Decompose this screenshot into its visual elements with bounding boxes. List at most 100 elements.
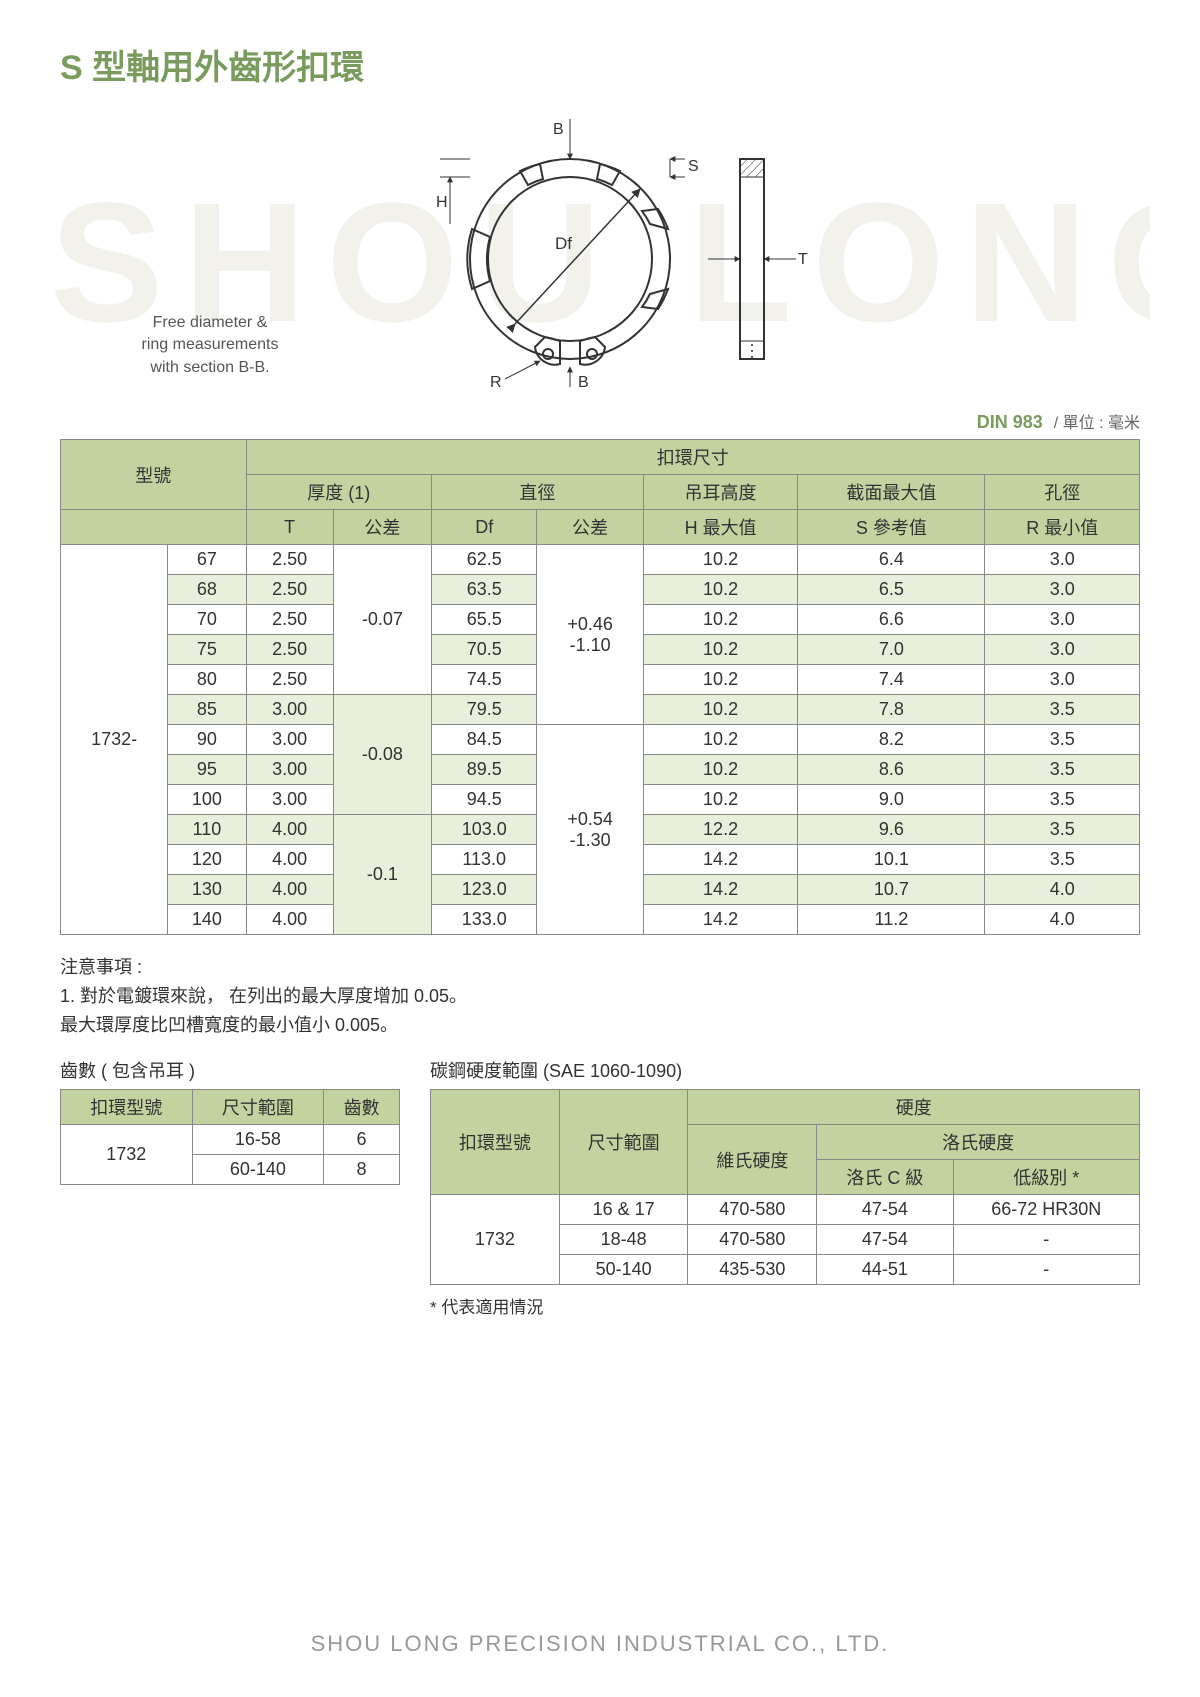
cell: 10.2	[643, 545, 797, 575]
teeth-hdr-count: 齒數	[324, 1090, 400, 1125]
teeth-hdr-range: 尺寸範圍	[192, 1090, 324, 1125]
cell: 70	[168, 605, 246, 635]
unit-label: / 單位 : 毫米	[1054, 415, 1140, 432]
cell: 470-580	[688, 1225, 817, 1255]
cell: 8	[324, 1155, 400, 1185]
hdr-tol1: 公差	[333, 510, 431, 545]
cell: 110	[168, 815, 246, 845]
hdr-hmax: H 最大值	[643, 510, 797, 545]
cell: 100	[168, 785, 246, 815]
din-number: DIN 983	[977, 412, 1043, 432]
din-header: DIN 983 / 單位 : 毫米	[60, 409, 1140, 433]
cell: 85	[168, 695, 246, 725]
cell: 3.5	[985, 785, 1140, 815]
page-title: S 型軸用外齒形扣環	[60, 40, 1140, 89]
cell: 435-530	[688, 1255, 817, 1285]
cell: 2.50	[246, 665, 333, 695]
hdr-model: 型號	[61, 440, 247, 510]
hard-hdr-rockwell: 洛氏硬度	[817, 1125, 1140, 1160]
label-t: T	[798, 251, 808, 268]
hdr-lug: 吊耳高度	[643, 475, 797, 510]
hdr-rmin: R 最小值	[985, 510, 1140, 545]
label-df: Df	[555, 234, 572, 253]
cell: 120	[168, 845, 246, 875]
cell: 10.2	[643, 755, 797, 785]
cell: 3.0	[985, 635, 1140, 665]
cell: 60-140	[192, 1155, 324, 1185]
cell: 10.1	[798, 845, 985, 875]
cell: 95	[168, 755, 246, 785]
cell: 4.00	[246, 875, 333, 905]
cell: 68	[168, 575, 246, 605]
cell: 3.0	[985, 575, 1140, 605]
cell: 4.00	[246, 845, 333, 875]
cell: 65.5	[431, 605, 536, 635]
cell: 7.0	[798, 635, 985, 665]
label-r: R	[490, 374, 502, 389]
cell: 9.6	[798, 815, 985, 845]
cell: 11.2	[798, 905, 985, 935]
cell: -	[953, 1255, 1139, 1285]
cell: 79.5	[431, 695, 536, 725]
cell: 18-48	[559, 1225, 688, 1255]
diagram-caption: Free diameter & ring measurements with s…	[120, 312, 300, 379]
cell: 63.5	[431, 575, 536, 605]
cell: 84.5	[431, 725, 536, 755]
cell: 16-58	[192, 1125, 324, 1155]
cell: 14.2	[643, 875, 797, 905]
notes-line: 1. 對於電鍍環來說， 在列出的最大厚度增加 0.05。	[60, 982, 1140, 1011]
caption-line: ring measurements	[142, 336, 279, 353]
cell: 47-54	[817, 1225, 953, 1255]
cell: 6.5	[798, 575, 985, 605]
cell: 3.00	[246, 785, 333, 815]
tol-t1: -0.07	[333, 545, 431, 695]
cell: 10.2	[643, 695, 797, 725]
cell: 123.0	[431, 875, 536, 905]
hard-hdr-model: 扣環型號	[431, 1090, 560, 1195]
cell: 470-580	[688, 1195, 817, 1225]
cell: 10.7	[798, 875, 985, 905]
caption-line: with section B-B.	[150, 359, 269, 376]
ring-diagram: Df B B S H R T	[390, 109, 810, 389]
hdr-section: 截面最大值	[798, 475, 985, 510]
hdr-t: T	[246, 510, 333, 545]
hard-hdr-lowgrade: 低級別 *	[953, 1160, 1139, 1195]
cell: 8.2	[798, 725, 985, 755]
label-b-top: B	[553, 121, 564, 138]
cell: 2.50	[246, 545, 333, 575]
teeth-model: 1732	[61, 1125, 193, 1185]
teeth-table: 扣環型號 尺寸範圍 齒數 1732 16-58 6 60-140 8	[60, 1089, 400, 1185]
cell: 6	[324, 1125, 400, 1155]
cell: 12.2	[643, 815, 797, 845]
cell: 62.5	[431, 545, 536, 575]
cell: 6.6	[798, 605, 985, 635]
notes-line: 最大環厚度比凹槽寬度的最小值小 0.005。	[60, 1011, 1140, 1040]
page-footer: SHOU LONG PRECISION INDUSTRIAL CO., LTD.	[0, 1631, 1200, 1657]
cell: 3.00	[246, 725, 333, 755]
cell: 133.0	[431, 905, 536, 935]
cell: 70.5	[431, 635, 536, 665]
cell: 10.2	[643, 605, 797, 635]
main-specs-table: 型號 扣環尺寸 厚度 (1) 直徑 吊耳高度 截面最大值 孔徑 T 公差 Df …	[60, 439, 1140, 935]
cell: 2.50	[246, 575, 333, 605]
cell: 10.2	[643, 785, 797, 815]
hardness-title: 碳鋼硬度範圍 (SAE 1060-1090)	[430, 1057, 1140, 1083]
cell: 7.8	[798, 695, 985, 725]
notes: 注意事項 : 1. 對於電鍍環來說， 在列出的最大厚度增加 0.05。 最大環厚…	[60, 953, 1140, 1039]
cell: 75	[168, 635, 246, 665]
cell: 47-54	[817, 1195, 953, 1225]
cell: 103.0	[431, 815, 536, 845]
cell: 44-51	[817, 1255, 953, 1285]
tol-d1: +0.46-1.10	[537, 545, 643, 725]
cell: 9.0	[798, 785, 985, 815]
cell: 4.0	[985, 905, 1140, 935]
cell: 3.0	[985, 605, 1140, 635]
cell: 2.50	[246, 605, 333, 635]
model-prefix: 1732-	[61, 545, 168, 935]
cell: 10.2	[643, 665, 797, 695]
cell: 74.5	[431, 665, 536, 695]
cell: 80	[168, 665, 246, 695]
cell: 4.00	[246, 815, 333, 845]
hard-hdr-rockc: 洛氏 C 級	[817, 1160, 953, 1195]
cell: 3.0	[985, 665, 1140, 695]
